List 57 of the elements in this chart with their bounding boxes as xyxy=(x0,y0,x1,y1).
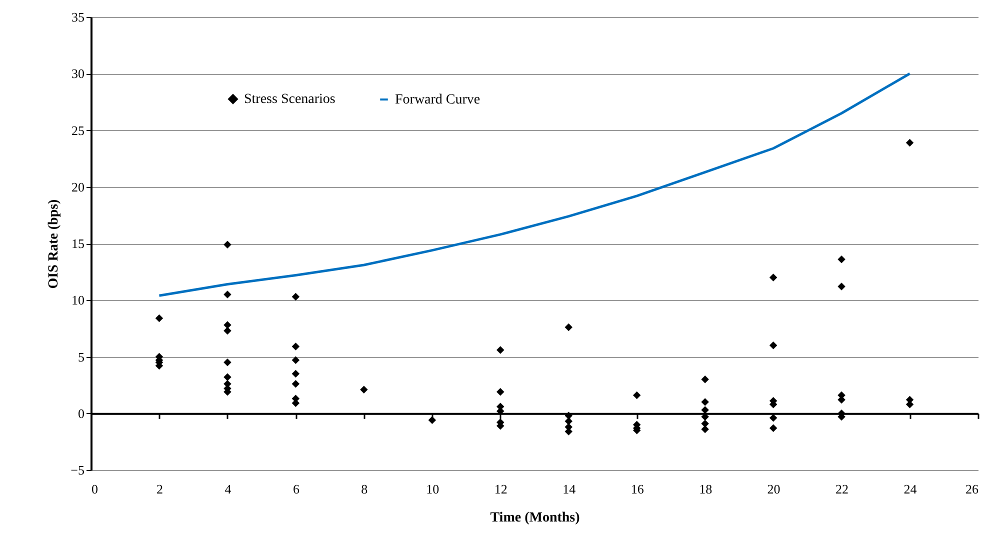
point xyxy=(838,282,846,290)
point xyxy=(496,388,504,396)
point xyxy=(701,376,709,384)
y-tick-label: 0 xyxy=(78,406,84,421)
y-axis-title: OIS Rate (bps) xyxy=(46,198,62,289)
point xyxy=(224,358,232,366)
legend-label: Stress Scenarios xyxy=(244,92,336,108)
point xyxy=(701,398,709,406)
legend-label: Forward Curve xyxy=(395,92,480,108)
point xyxy=(632,391,641,400)
point xyxy=(769,274,778,282)
x-tick-label: 6 xyxy=(292,482,300,496)
x-tick-label: 12 xyxy=(494,482,508,496)
y-tick-label: 30 xyxy=(72,66,84,82)
point xyxy=(496,346,504,354)
point xyxy=(292,342,300,350)
point xyxy=(224,326,232,335)
point xyxy=(224,290,232,298)
x-tick-label: 0 xyxy=(92,482,98,496)
point xyxy=(701,420,709,428)
x-tick-label: 8 xyxy=(361,482,368,496)
point xyxy=(838,255,846,264)
point xyxy=(224,240,232,249)
point xyxy=(428,416,436,424)
y-tick-label: 25 xyxy=(72,122,84,138)
point xyxy=(769,424,778,432)
x-tick-label: 24 xyxy=(904,482,918,496)
point xyxy=(292,292,300,301)
point xyxy=(292,380,300,388)
y-tick-label: 15 xyxy=(72,236,84,251)
point xyxy=(701,425,709,434)
point xyxy=(769,414,778,422)
point xyxy=(769,342,778,350)
point xyxy=(292,356,300,364)
point xyxy=(224,373,232,382)
y-tick-label: 20 xyxy=(72,179,84,194)
x-axis-title: Time (Months) xyxy=(490,510,580,526)
line-series xyxy=(158,72,912,297)
y-tick-label: −5 xyxy=(70,462,84,478)
y-tick-label: 35 xyxy=(72,10,84,24)
point xyxy=(564,323,572,332)
x-tick-label: 10 xyxy=(426,482,440,496)
x-tick-label: 14 xyxy=(562,482,576,496)
point xyxy=(292,370,300,378)
x-tick-label: 16 xyxy=(630,482,644,496)
x-tick-label: 20 xyxy=(767,482,780,496)
y-tick-label: 10 xyxy=(72,292,84,308)
x-tick-label: 4 xyxy=(224,482,232,496)
x-tick-label: 22 xyxy=(836,482,849,496)
y-tick-label: 5 xyxy=(78,349,84,364)
point xyxy=(360,386,368,394)
point xyxy=(155,314,164,322)
point xyxy=(906,138,914,147)
point xyxy=(701,406,709,414)
x-tick-label: 26 xyxy=(966,482,979,496)
x-tick-label: 18 xyxy=(699,482,712,496)
x-tick-label: 2 xyxy=(156,482,163,496)
